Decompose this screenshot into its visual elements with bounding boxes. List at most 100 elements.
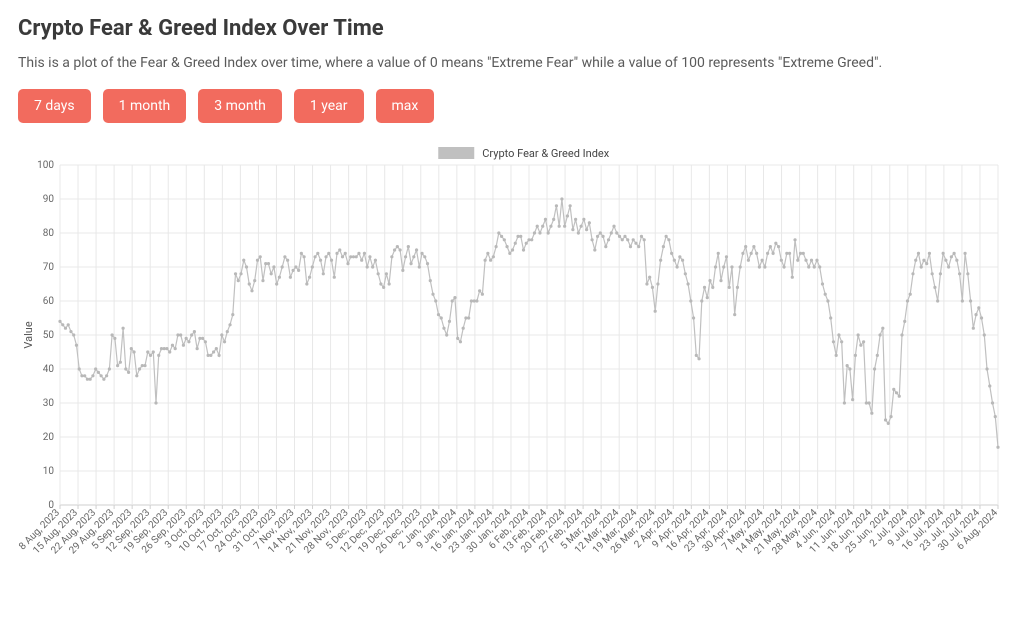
series-marker (541, 225, 544, 228)
series-marker (368, 255, 371, 258)
series-marker (160, 347, 163, 350)
series-marker (245, 265, 248, 268)
series-marker (884, 418, 887, 421)
range-button-max[interactable]: max (376, 89, 435, 123)
chart-container: 0102030405060708090100Value8 Aug, 202315… (18, 145, 1008, 585)
range-button-3-month[interactable]: 3 month (198, 89, 282, 123)
series-marker (475, 299, 478, 302)
series-marker (648, 276, 651, 279)
series-marker (840, 340, 843, 343)
series-marker (253, 279, 256, 282)
y-tick-label: 40 (43, 364, 55, 375)
series-marker (848, 367, 851, 370)
series-marker (898, 395, 901, 398)
series-marker (423, 255, 426, 258)
series-marker (969, 299, 972, 302)
series-marker (396, 245, 399, 248)
series-marker (481, 293, 484, 296)
series-marker (604, 245, 607, 248)
series-marker (478, 289, 481, 292)
series-marker (615, 231, 618, 234)
line-chart: 0102030405060708090100Value8 Aug, 202315… (18, 145, 1008, 585)
series-marker (234, 272, 237, 275)
series-marker (750, 252, 753, 255)
series-marker (220, 333, 223, 336)
series-marker (920, 265, 923, 268)
series-marker (697, 357, 700, 360)
series-marker (966, 272, 969, 275)
series-marker (835, 354, 838, 357)
series-marker (80, 374, 83, 377)
series-marker (618, 235, 621, 238)
series-marker (473, 299, 476, 302)
series-marker (119, 361, 122, 364)
series-marker (752, 245, 755, 248)
series-marker (75, 344, 78, 347)
series-marker (464, 316, 467, 319)
series-marker (769, 245, 772, 248)
series-marker (511, 248, 514, 251)
series-marker (552, 218, 555, 221)
range-button-7-days[interactable]: 7 days (18, 89, 91, 123)
series-marker (286, 259, 289, 262)
series-marker (632, 238, 635, 241)
series-marker (607, 238, 610, 241)
series-marker (89, 378, 92, 381)
series-marker (651, 286, 654, 289)
series-marker (267, 262, 270, 265)
series-marker (270, 272, 273, 275)
series-marker (382, 286, 385, 289)
y-tick-label: 90 (43, 194, 55, 205)
series-marker (788, 252, 791, 255)
series-marker (832, 340, 835, 343)
series-marker (121, 327, 124, 330)
series-marker (412, 255, 415, 258)
series-marker (799, 252, 802, 255)
series-marker (706, 296, 709, 299)
range-button-row: 7 days 1 month 3 month 1 year max (18, 89, 1006, 123)
series-marker (355, 255, 358, 258)
series-marker (272, 265, 275, 268)
series-marker (264, 262, 267, 265)
series-marker (725, 255, 728, 258)
series-marker (939, 272, 942, 275)
series-marker (223, 340, 226, 343)
series-marker (207, 354, 210, 357)
series-marker (744, 245, 747, 248)
series-marker (393, 248, 396, 251)
series-marker (958, 272, 961, 275)
series-marker (193, 330, 196, 333)
series-marker (484, 259, 487, 262)
series-marker (297, 269, 300, 272)
series-marker (467, 316, 470, 319)
series-marker (730, 265, 733, 268)
series-marker (212, 350, 215, 353)
series-marker (782, 265, 785, 268)
series-marker (349, 255, 352, 258)
series-marker (681, 259, 684, 262)
series-marker (593, 248, 596, 251)
series-marker (100, 374, 103, 377)
series-marker (785, 252, 788, 255)
series-marker (379, 282, 382, 285)
series-marker (991, 401, 994, 404)
series-marker (922, 259, 925, 262)
series-marker (870, 412, 873, 415)
range-button-1-month[interactable]: 1 month (103, 89, 187, 123)
series-marker (692, 316, 695, 319)
series-marker (826, 299, 829, 302)
series-marker (793, 238, 796, 241)
series-marker (758, 265, 761, 268)
series-marker (928, 252, 931, 255)
series-marker (791, 276, 794, 279)
series-marker (275, 282, 278, 285)
range-button-1-year[interactable]: 1 year (294, 89, 364, 123)
series-marker (931, 272, 934, 275)
series-marker (763, 265, 766, 268)
series-marker (711, 286, 714, 289)
series-marker (204, 340, 207, 343)
series-marker (549, 225, 552, 228)
y-tick-label: 100 (37, 160, 54, 171)
series-marker (747, 259, 750, 262)
series-marker (547, 231, 550, 234)
